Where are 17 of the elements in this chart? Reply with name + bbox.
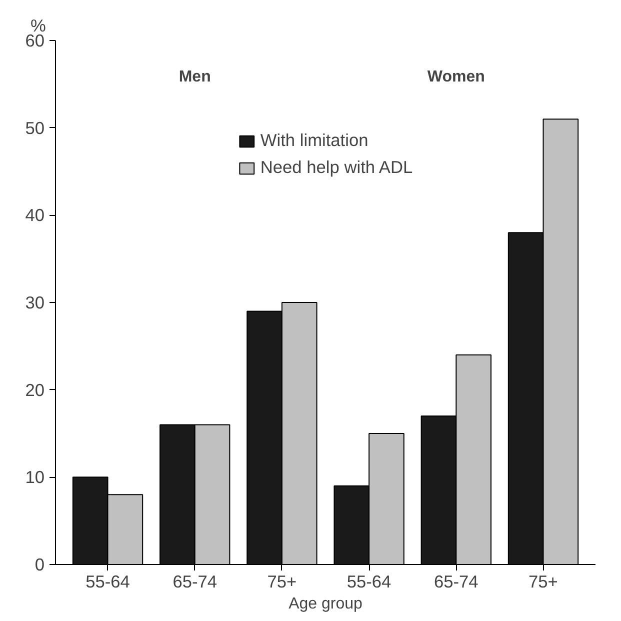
legend-label: With limitation (260, 130, 368, 151)
y-tick-label: 40 (25, 205, 45, 226)
y-tick-label: 30 (25, 292, 45, 312)
x-tick-label: 65-74 (172, 572, 218, 592)
y-tick-label: 20 (25, 380, 45, 400)
legend-label: Need help with ADL (260, 157, 413, 178)
x-tick-label: 75+ (528, 572, 558, 592)
y-tick-label: 0 (34, 554, 45, 574)
x-tick-label: 75+ (267, 572, 297, 592)
x-tick-label: 55-64 (346, 572, 392, 592)
x-tick-label: 65-74 (434, 572, 479, 592)
annotation: Women (427, 68, 485, 86)
x-tick-label: 55-64 (86, 572, 130, 592)
y-tick-label: 50 (25, 118, 45, 138)
annotation: Men (178, 68, 211, 86)
y-tick-label: 10 (25, 467, 45, 488)
x-axis-title: Age group (288, 596, 363, 612)
